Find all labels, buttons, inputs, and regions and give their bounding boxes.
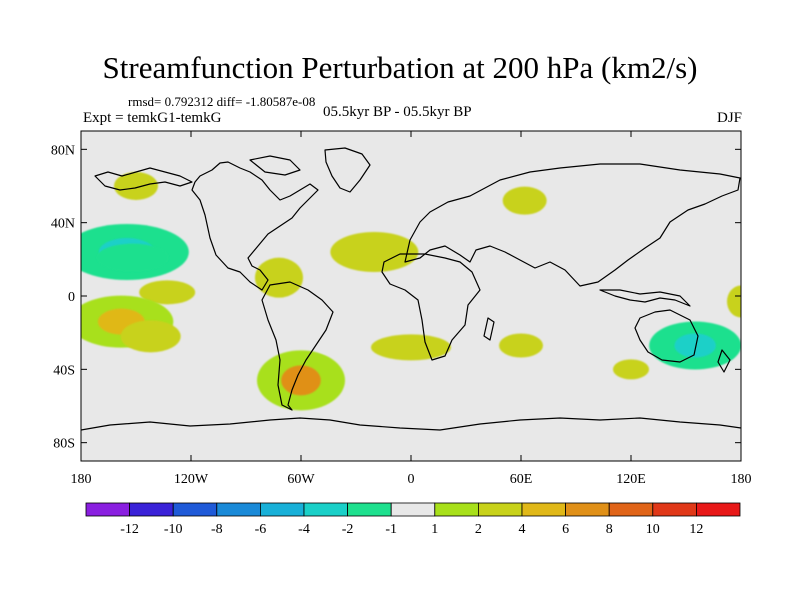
coastline-indonesia [599,289,691,307]
coastline-australia [634,309,699,363]
anomaly-tropical-atlantic-positive [330,232,419,272]
anomaly-hawaii-positive [139,280,196,305]
anomaly-north-atlantic-negative [326,184,386,225]
coastline-arctic-islands [249,155,301,176]
coastline-new-zealand [717,349,731,373]
plot-area: 80N 40N 0 40S 80S 180 120W 60W 0 60E 120E 180 [51,130,752,487]
lon-label: 120E [616,472,646,487]
colorbar-swatch [652,502,697,517]
coastline-africa [381,253,481,361]
anomaly-core-tasman-negative [674,333,716,358]
lat-label: 40N [51,217,75,232]
lon-label: 180 [71,472,92,487]
anomaly-southern-ocean-negative [514,360,675,405]
colorbar-label: -1 [385,522,397,537]
coastline-europe-asia [404,163,741,287]
colorbar-label: -10 [164,522,183,537]
anomaly-south-atlantic-negative [313,335,362,356]
map-title: Streamfunction Perturbation at 200 hPa (… [102,50,698,85]
anomaly-south-central-pacific-positive [120,320,181,353]
coastline-antarctica [81,417,741,431]
colorbar-label: 4 [519,522,526,537]
colorbar-label: 1 [431,522,438,537]
colorbar-label: -4 [298,522,310,537]
colorbar-swatch [608,502,654,517]
coastline-madagascar [483,317,495,341]
anomaly-australia-positive [613,359,649,380]
lat-label: 80S [53,437,75,452]
colorbar-label: -2 [342,522,354,537]
anomaly-tropical-south-america-negative [258,315,307,340]
colorbar-swatch [565,502,610,517]
colorbar-swatch [434,502,479,517]
colorbar-label: 8 [606,522,613,537]
rmsd-diff-stats: rmsd= 0.792312 diff= -1.80587e-08 [128,94,316,109]
colorbar-label: -6 [255,522,267,537]
colorbar-swatch [696,502,741,517]
experiment-label: Expt = temkG1-temkG [83,110,222,126]
lon-label: 180 [731,472,752,487]
lon-label: 60E [510,472,533,487]
colorbar: -12 -10 -8 -6 -4 -2 -1 1 2 4 6 8 10 12 [85,502,741,537]
lon-label: 0 [408,472,415,487]
lat-label: 0 [68,290,75,305]
colorbar-swatch [216,502,261,517]
colorbar-label: 2 [475,522,482,537]
anomaly-caribbean-positive [255,257,303,298]
colorbar-swatch [347,502,392,517]
anomaly-west-pacific-positive [727,285,741,318]
axis-ticks [80,131,742,461]
colorbar-label: 10 [646,522,660,537]
season-label: DJF [716,110,742,126]
lon-label: 120W [174,472,209,487]
period-label: 05.5kyr BP - 05.5kyr BP [323,104,472,120]
anomaly-alaska-positive [114,172,158,200]
lat-label: 80N [51,143,75,158]
colorbar-swatch [172,502,218,517]
anomaly-far-west-south-pacific-negative [81,348,93,369]
colorbar-label: -12 [120,522,139,537]
longitude-labels: 180 120W 60W 0 60E 120E 180 [71,472,752,487]
lon-label: 60W [287,472,315,487]
coastline-greenland [324,147,371,193]
coastline-south-america [261,281,334,411]
colorbar-swatch [521,502,566,517]
coastline-north-america [191,161,319,291]
colorbar-swatch [129,502,174,517]
coastlines [81,147,741,431]
colorbar-label: 6 [562,522,569,537]
colorbar-label: -8 [211,522,223,537]
colorbar-swatch [85,502,130,517]
colorbar-swatch [477,502,523,517]
colorbar-swatch [303,502,348,517]
anomaly-south-atlantic-positive [371,334,451,361]
colorbar-swatch [259,502,305,517]
anomaly-core-south-american-positive [281,365,321,396]
anomaly-shading [81,172,741,411]
latitude-labels: 80N 40N 0 40S 80S [51,143,75,451]
anomaly-eurasian-positive [502,186,547,215]
anomaly-subtropical-north-pacific-negative [96,243,169,272]
colorbar-swatch [390,502,436,517]
lat-label: 40S [53,363,75,378]
anomaly-indian-ocean-positive [499,333,543,358]
colorbar-label: 12 [689,522,703,537]
coastline-alaska [94,167,193,191]
